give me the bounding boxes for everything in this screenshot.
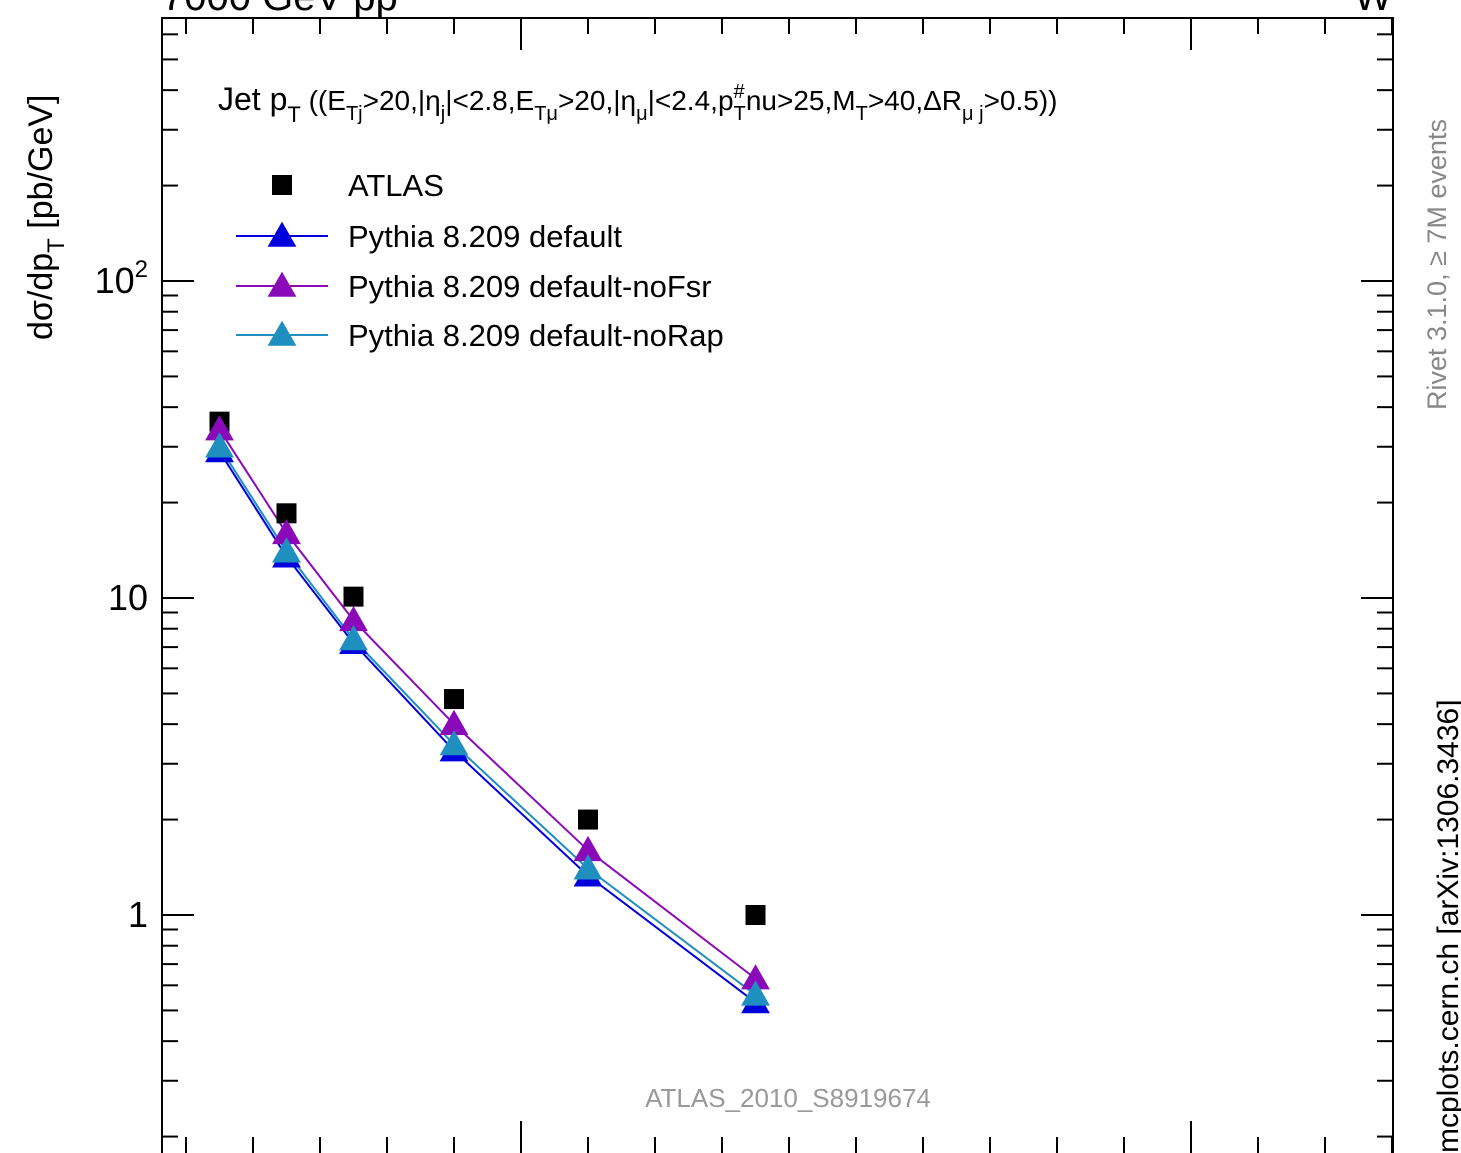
legend-entry: Pythia 8.209 default-noFsr xyxy=(236,269,712,304)
legend-marker xyxy=(267,221,297,247)
legend-entry: ATLAS xyxy=(272,168,444,203)
data-point-3 xyxy=(439,730,469,756)
data-point-3 xyxy=(573,854,603,880)
data-point-3 xyxy=(741,980,770,1006)
data-point-atlas xyxy=(444,689,464,710)
legend-label: ATLAS xyxy=(348,168,444,203)
mcplots-label: mcplots.cern.ch [arXiv:1306.3436] xyxy=(1432,699,1461,1153)
energy-label: 7000 GeV pp xyxy=(162,0,398,19)
data-point-2 xyxy=(205,415,234,441)
series-lines xyxy=(218,428,757,1004)
legend-entry: Pythia 8.209 default-noRap xyxy=(236,318,724,353)
legend-label: Pythia 8.209 default-noFsr xyxy=(348,269,712,304)
legend-marker xyxy=(267,320,297,346)
data-point-2 xyxy=(339,605,368,632)
data-point-atlas xyxy=(343,586,364,607)
legend-marker xyxy=(267,271,297,297)
process-label: W xyxy=(1354,0,1392,19)
data-point-atlas xyxy=(578,809,598,830)
data-point-2 xyxy=(439,709,469,735)
data-point-3 xyxy=(339,625,368,651)
data-point-2 xyxy=(573,835,603,862)
series-line-1 xyxy=(218,450,757,1004)
data-point-atlas xyxy=(745,905,766,925)
data-point-3 xyxy=(272,537,301,563)
y-axis-label: dσ/dpT [pb/GeV] xyxy=(22,95,70,340)
data-point-2 xyxy=(741,964,770,990)
legend-entry: Pythia 8.209 default xyxy=(236,219,622,254)
legend: ATLAS Pythia 8.209 default Pythia 8.209 de… xyxy=(236,168,724,353)
legend-marker xyxy=(272,175,292,195)
plot-frame xyxy=(161,17,1394,1153)
y-tick-label: 10 xyxy=(108,577,148,618)
series-line-2 xyxy=(218,428,757,980)
axis-ticks xyxy=(162,18,1393,1153)
data-point-2 xyxy=(272,518,301,545)
legend-label: Pythia 8.209 default-noRap xyxy=(348,318,724,353)
chart-title: Jet pT ((ETj>20,|ηj|<2.8,ETμ>20,|ημ|<2.4… xyxy=(218,81,1058,127)
y-tick-label: 1 xyxy=(128,894,148,935)
series-markers xyxy=(205,411,770,1014)
series-line-3 xyxy=(218,446,757,996)
y-tick-labels: 1 10 102 xyxy=(95,256,148,935)
y-tick-label: 102 xyxy=(95,256,148,301)
data-point-atlas xyxy=(276,503,297,524)
analysis-watermark: ATLAS_2010_S8919674 xyxy=(645,1083,931,1113)
data-point-3 xyxy=(205,432,234,458)
legend-label: Pythia 8.209 default xyxy=(348,219,622,254)
rivet-label: Rivet 3.1.0, ≥ 7M events xyxy=(1422,119,1452,410)
